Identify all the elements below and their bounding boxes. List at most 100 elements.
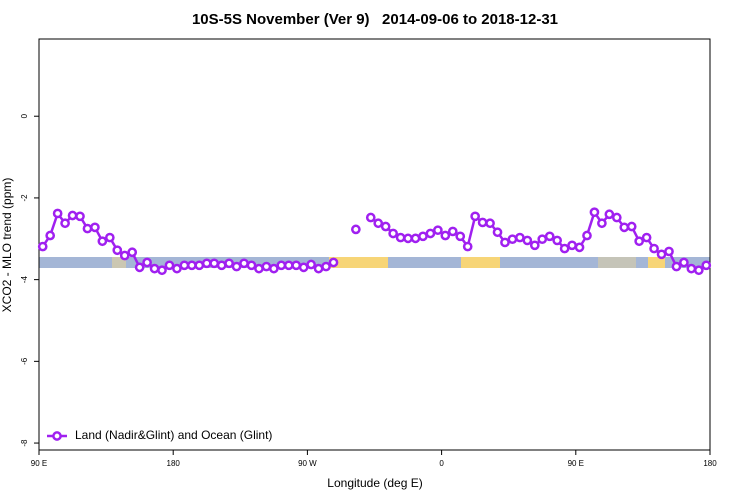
data-point <box>67 210 78 221</box>
data-point <box>425 228 436 239</box>
land-band <box>648 257 665 268</box>
data-point <box>477 217 488 228</box>
land-band <box>112 257 126 268</box>
data-point <box>216 260 227 271</box>
data-point <box>52 208 63 219</box>
data-point <box>224 258 234 269</box>
data-point <box>485 218 495 229</box>
data-point <box>559 243 570 254</box>
data-point <box>119 250 130 261</box>
data-point <box>410 233 421 244</box>
surface-band <box>39 257 710 268</box>
data-point <box>261 261 272 272</box>
y-tick-label: 0 <box>20 113 29 118</box>
data-point <box>201 258 212 269</box>
data-point <box>246 260 257 271</box>
x-tick-label: 90 W <box>298 459 317 468</box>
data-point <box>104 232 115 243</box>
data-point <box>671 261 682 272</box>
data-point <box>157 265 167 276</box>
data-point <box>522 235 533 246</box>
data-point <box>231 261 242 272</box>
data-point <box>90 222 100 233</box>
data-point <box>45 230 56 241</box>
data-point <box>515 232 525 243</box>
data-point <box>179 260 190 271</box>
data-point <box>380 221 391 232</box>
land-band <box>329 257 388 268</box>
data-point <box>403 233 413 244</box>
legend-label: Land (Nadir&Glint) and Ocean (Glint) <box>75 428 272 442</box>
data-point <box>582 230 592 241</box>
data-point <box>455 231 466 242</box>
data-point <box>298 262 309 273</box>
data-point <box>306 259 316 270</box>
data-point <box>462 241 473 252</box>
land-band <box>461 257 500 268</box>
y-axis-label: XCO2 - MLO trend (ppm) <box>0 178 14 313</box>
data-point <box>433 225 443 236</box>
data-point <box>373 218 384 229</box>
data-point <box>589 207 600 218</box>
data-point <box>664 246 674 257</box>
data-point <box>679 257 689 268</box>
data-point <box>164 260 175 271</box>
data-point <box>626 221 637 232</box>
data-point <box>269 263 279 274</box>
data-point <box>172 263 182 274</box>
data-point <box>597 218 607 229</box>
x-axis-label: Longitude (deg E) <box>327 476 422 490</box>
data-point <box>492 227 503 238</box>
data-point <box>507 234 518 245</box>
data-point <box>328 257 339 268</box>
data-point <box>447 226 458 237</box>
data-point <box>351 224 361 235</box>
data-point <box>395 232 406 243</box>
data-point <box>112 245 123 256</box>
data-point <box>619 222 630 233</box>
chart-title: 10S-5S November (Ver 9) 2014-09-06 to 20… <box>192 11 558 28</box>
data-point <box>604 209 615 220</box>
data-point <box>656 249 667 260</box>
data-point <box>209 258 220 269</box>
data-point <box>574 242 585 253</box>
data-point <box>149 263 160 274</box>
data-point <box>321 261 331 272</box>
data-point <box>97 236 108 247</box>
data-point <box>686 263 697 274</box>
data-point <box>239 258 249 269</box>
data-point <box>313 263 324 274</box>
data-point <box>641 232 652 243</box>
data-point <box>365 212 376 223</box>
data-point <box>567 240 577 251</box>
x-tick-label: 180 <box>167 459 181 468</box>
data-point <box>470 211 480 222</box>
data-point <box>186 260 197 271</box>
data-point <box>194 260 205 271</box>
legend-marker <box>52 431 62 441</box>
x-tick-label: 90 E <box>31 459 47 468</box>
y-tick-label: -6 <box>20 357 29 365</box>
data-point <box>283 260 294 271</box>
data-point <box>544 231 555 242</box>
data-point <box>552 235 563 246</box>
y-tick-label: -4 <box>20 276 29 284</box>
data-point <box>388 228 398 239</box>
data-point <box>693 265 704 276</box>
y-tick-label: -8 <box>20 439 29 447</box>
data-point <box>142 257 152 268</box>
x-tick-label: 0 <box>439 459 444 468</box>
data-point <box>500 237 510 248</box>
data-point <box>134 262 145 273</box>
data-point <box>82 223 93 234</box>
data-point <box>37 241 48 252</box>
x-tick-label: 180 <box>703 459 717 468</box>
data-point <box>276 260 287 271</box>
data-point <box>291 260 302 271</box>
data-point <box>701 260 712 271</box>
data-point <box>254 263 264 274</box>
data-point <box>634 236 645 247</box>
data-point <box>60 218 70 229</box>
